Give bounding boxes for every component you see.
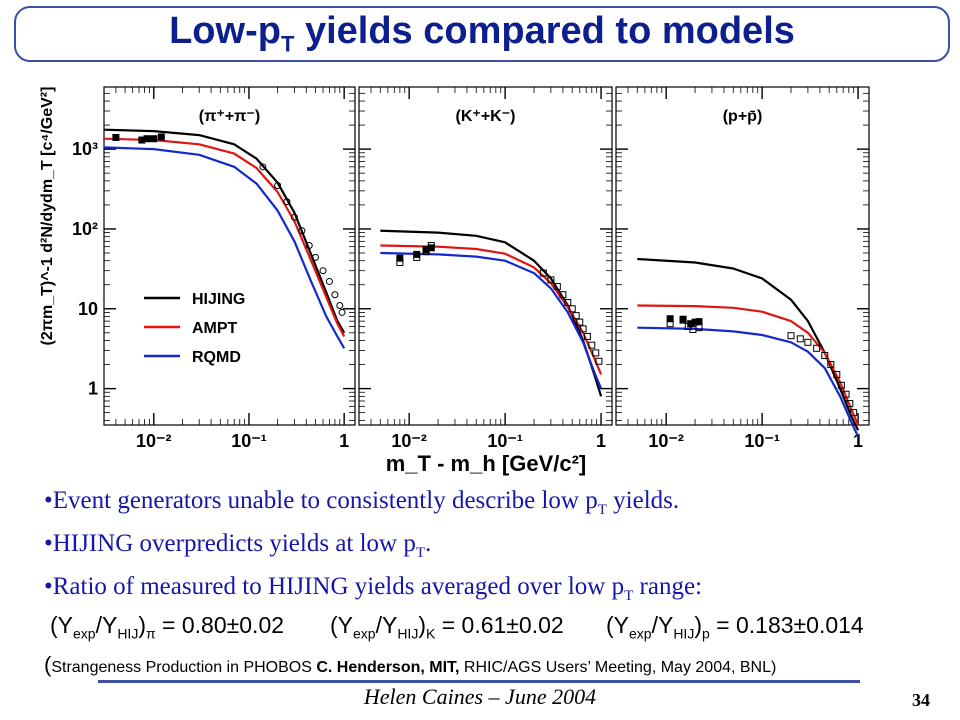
y-tick-label: 10² — [72, 219, 98, 239]
footer-author: Helen Caines – June 2004 — [363, 684, 597, 709]
data-point-open-square — [427, 242, 435, 250]
reference-citation: (Strangeness Production in PHOBOS C. Hen… — [44, 652, 777, 677]
legend-label-ampt: AMPT — [192, 320, 238, 337]
data-point-filled-square — [150, 135, 158, 143]
data-point-open-square — [592, 349, 600, 357]
data-point-filled-square — [666, 315, 674, 323]
data-point-open-circle — [311, 253, 319, 261]
page-number: 34 — [912, 690, 930, 710]
data-point-filled-square — [695, 318, 703, 326]
ratio-kaon: (Yexp/YHIJ)K = 0.61±0.02 — [330, 612, 564, 642]
data-point-open-square — [413, 253, 421, 261]
x-tick-label: 10⁻¹ — [744, 431, 780, 451]
data-point-open-square — [553, 283, 561, 291]
data-point-open-square — [846, 400, 854, 408]
data-point-open-circle — [305, 242, 313, 250]
data-point-open-square — [804, 338, 812, 346]
data-point-open-square — [583, 332, 591, 340]
x-tick-label: 1 — [339, 431, 349, 451]
data-point-open-square — [422, 248, 430, 256]
data-point-filled-square — [396, 254, 404, 262]
data-point-open-circle — [259, 163, 267, 171]
data-point-open-circle — [336, 301, 344, 309]
data-point-open-circle — [331, 291, 339, 299]
legend-label-rqmd: RQMD — [192, 349, 241, 366]
model-curve-ampt — [380, 244, 603, 375]
title-box: Low-pT yields compared to models — [14, 6, 950, 62]
x-axis-title: m_T - m_h [GeV/c²] — [386, 451, 586, 476]
data-point-open-square — [568, 305, 576, 313]
model-curve-ampt — [103, 137, 346, 338]
data-point-open-square — [842, 390, 850, 398]
footer-divider — [98, 680, 860, 683]
data-point-open-square — [396, 258, 404, 266]
data-point-open-square — [821, 351, 829, 359]
data-point-open-square — [572, 312, 580, 320]
y-tick-label: 10³ — [72, 139, 98, 159]
model-curve-hijing — [637, 257, 860, 431]
panel-label-1: (π⁺+π⁻) — [199, 108, 260, 125]
y-axis-title: (2πm_T)^-1 d²N/dydm_T [c⁴/GeV²] — [39, 87, 56, 346]
data-point-open-square — [695, 324, 703, 332]
bullet-3: •Ratio of measured to HIJING yields aver… — [44, 573, 703, 604]
data-point-open-circle — [290, 213, 298, 221]
data-point-open-square — [796, 335, 804, 343]
x-tick-label: 10⁻² — [136, 431, 172, 451]
y-tick-label: 10 — [78, 299, 98, 319]
bullet-1: •Event generators unable to consistently… — [44, 487, 680, 518]
data-point-open-circle — [283, 198, 291, 206]
data-point-open-square — [579, 325, 587, 333]
x-tick-label: 10⁻² — [648, 431, 684, 451]
bullet-list: •Event generators unable to consistently… — [44, 484, 944, 613]
panel-frame-3 — [615, 86, 870, 426]
x-tick-label: 1 — [596, 431, 606, 451]
chart-figure: 10⁻² 10⁻¹ 1 1 10 10² 10³ (π⁺+π⁻) HIJING AMPT RQMD 1… — [39, 86, 870, 476]
data-point-open-square — [833, 371, 841, 379]
data-point-open-square — [564, 298, 572, 306]
data-point-open-square — [837, 381, 845, 389]
ratio-proton: (Yexp/YHIJ)p = 0.183±0.014 — [606, 612, 864, 642]
data-point-open-square — [576, 318, 584, 326]
data-point-open-circle — [325, 277, 333, 285]
ratio-pion: (Yexp/YHIJ)π = 0.80±0.02 — [50, 612, 285, 642]
data-point-open-square — [547, 276, 555, 284]
data-point-open-square — [588, 341, 596, 349]
x-tick-label: 10⁻² — [391, 431, 427, 451]
x-tick-label: 10⁻¹ — [487, 431, 523, 451]
panel-label-3: (p+p̄) — [723, 108, 763, 125]
data-point-open-square — [559, 291, 567, 299]
data-point-open-square — [813, 344, 821, 352]
model-curve-rqmd — [103, 146, 346, 349]
model-curve-ampt — [637, 304, 860, 426]
panel-frame-1 — [103, 86, 356, 426]
data-point-filled-square — [157, 133, 165, 141]
x-tick-label: 1 — [853, 431, 863, 451]
bullet-2: •HIJING overpredicts yields at low pT. — [44, 530, 432, 561]
panel-label-2: (K⁺+K⁻) — [456, 108, 516, 125]
data-point-open-square — [666, 320, 674, 328]
data-point-open-square — [787, 332, 795, 340]
data-point-open-square — [679, 316, 687, 324]
data-point-open-circle — [338, 308, 346, 316]
data-point-open-square — [827, 361, 835, 369]
data-point-filled-square — [112, 133, 120, 141]
model-curve-rqmd — [380, 251, 603, 390]
ratio-equations: (Yexp/YHIJ)π = 0.80±0.02 (Yexp/YHIJ)K = … — [0, 612, 960, 646]
y-tick-label: 1 — [88, 379, 98, 399]
data-point-open-circle — [274, 182, 282, 190]
data-point-open-circle — [319, 267, 327, 275]
data-point-open-square — [595, 357, 603, 365]
slide-title: Low-pT yields compared to models — [169, 10, 795, 57]
x-tick-label: 10⁻¹ — [231, 431, 267, 451]
panel-frame-2 — [358, 86, 613, 426]
data-point-filled-square — [143, 135, 151, 143]
legend-label-hijing: HIJING — [192, 291, 245, 308]
data-point-open-square — [539, 269, 547, 277]
data-point-open-circle — [298, 227, 306, 235]
model-curve-rqmd — [637, 326, 860, 438]
data-point-open-square — [850, 409, 858, 417]
